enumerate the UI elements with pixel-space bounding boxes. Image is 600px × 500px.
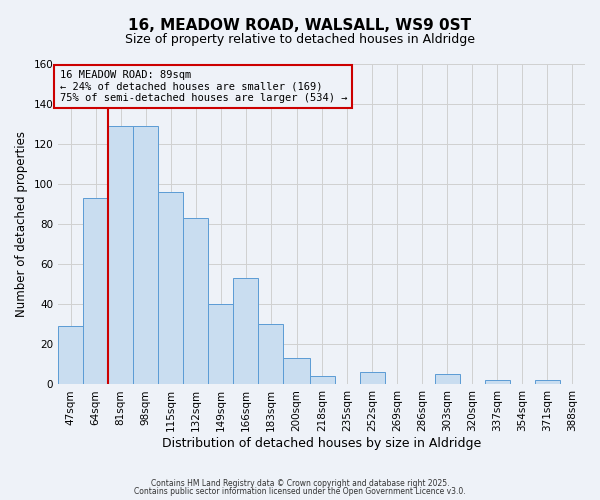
Bar: [259, 324, 283, 384]
Bar: [310, 376, 335, 384]
Text: Contains HM Land Registry data © Crown copyright and database right 2025.: Contains HM Land Registry data © Crown c…: [151, 478, 449, 488]
Bar: [283, 358, 310, 384]
Bar: [535, 380, 560, 384]
Bar: [133, 126, 158, 384]
Bar: [208, 304, 233, 384]
Y-axis label: Number of detached properties: Number of detached properties: [15, 131, 28, 317]
Text: 16 MEADOW ROAD: 89sqm
← 24% of detached houses are smaller (169)
75% of semi-det: 16 MEADOW ROAD: 89sqm ← 24% of detached …: [59, 70, 347, 103]
Bar: [435, 374, 460, 384]
Text: Contains public sector information licensed under the Open Government Licence v3: Contains public sector information licen…: [134, 487, 466, 496]
Bar: [83, 198, 108, 384]
Bar: [58, 326, 83, 384]
Bar: [360, 372, 385, 384]
X-axis label: Distribution of detached houses by size in Aldridge: Distribution of detached houses by size …: [162, 437, 481, 450]
Bar: [183, 218, 208, 384]
Text: 16, MEADOW ROAD, WALSALL, WS9 0ST: 16, MEADOW ROAD, WALSALL, WS9 0ST: [128, 18, 472, 32]
Bar: [108, 126, 133, 384]
Bar: [233, 278, 259, 384]
Text: Size of property relative to detached houses in Aldridge: Size of property relative to detached ho…: [125, 32, 475, 46]
Bar: [485, 380, 510, 384]
Bar: [158, 192, 183, 384]
